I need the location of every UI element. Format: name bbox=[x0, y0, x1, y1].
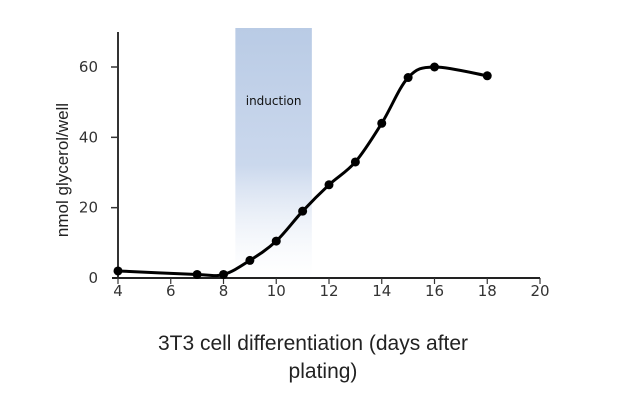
x-tick-label: 16 bbox=[425, 282, 444, 300]
data-point bbox=[298, 206, 308, 216]
axes bbox=[112, 32, 540, 279]
data-point bbox=[482, 71, 492, 81]
y-tick-label: 20 bbox=[79, 199, 98, 217]
y-axis-title: nmol glycerol/well bbox=[53, 103, 72, 237]
ticks: 0 20 40 60 4 6 8 10 12 14 16 18 20 bbox=[79, 58, 550, 300]
x-tick-label: 14 bbox=[372, 282, 391, 300]
x-axis-title-line-2: plating) bbox=[289, 360, 358, 383]
data-point bbox=[219, 269, 228, 279]
induction-band-layer: induction bbox=[235, 28, 312, 278]
data-point bbox=[324, 180, 334, 190]
data-point bbox=[430, 62, 439, 72]
y-tick-label: 0 bbox=[88, 269, 98, 287]
x-tick-label: 18 bbox=[478, 282, 497, 300]
induction-band bbox=[235, 28, 312, 278]
data-point bbox=[192, 269, 202, 279]
induction-label: induction bbox=[246, 94, 302, 108]
x-tick-label: 12 bbox=[319, 282, 338, 300]
x-axis-title-line-1: 3T3 cell differentiation (days after bbox=[158, 332, 468, 355]
data-point bbox=[403, 73, 413, 83]
x-tick-label: 10 bbox=[267, 282, 286, 300]
data-point bbox=[377, 118, 387, 128]
x-tick-label: 20 bbox=[530, 282, 549, 300]
x-tick-label: 4 bbox=[113, 282, 123, 300]
series bbox=[113, 62, 492, 279]
data-point bbox=[271, 236, 281, 246]
y-tick-label: 60 bbox=[79, 58, 98, 76]
data-point bbox=[113, 266, 123, 276]
x-tick-label: 6 bbox=[166, 282, 176, 300]
data-point bbox=[245, 255, 255, 265]
data-point bbox=[350, 157, 360, 167]
x-tick-label: 8 bbox=[219, 282, 229, 300]
y-tick-label: 40 bbox=[79, 128, 98, 146]
